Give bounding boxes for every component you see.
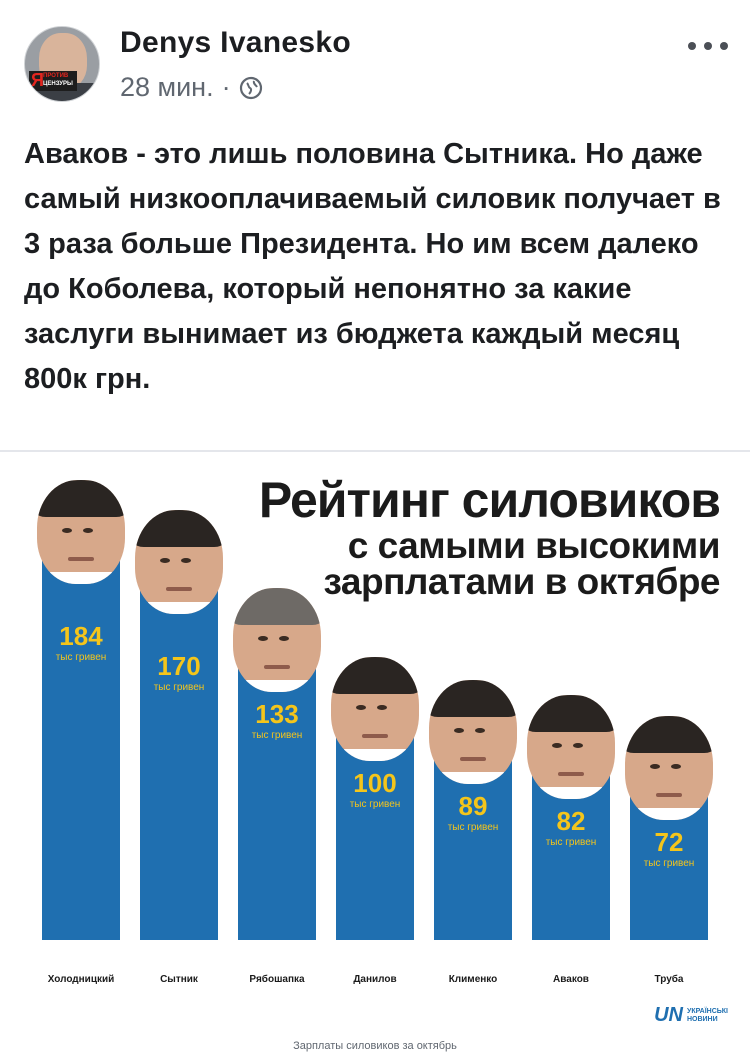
portrait-mouth bbox=[67, 556, 95, 561]
bar-unit-label: тыс гривен bbox=[643, 858, 695, 869]
post-time[interactable]: 28 мин. bbox=[120, 72, 214, 102]
logo-line2: НОВИНИ bbox=[686, 1015, 718, 1023]
portrait-mouth bbox=[557, 771, 585, 776]
portrait-collar bbox=[638, 807, 700, 820]
more-dot bbox=[704, 42, 712, 50]
logo-mark: UN bbox=[654, 1004, 683, 1026]
portrait-hair bbox=[429, 680, 517, 718]
chart-subtitle: с самыми высокими зарплатами в октябре bbox=[323, 525, 721, 602]
portrait-photo bbox=[135, 510, 223, 614]
bar: 170 тыс гривен bbox=[140, 582, 218, 940]
more-options-icon[interactable] bbox=[688, 36, 728, 56]
bar-unit-label: тыс гривен bbox=[153, 682, 205, 693]
portrait-collar bbox=[246, 679, 308, 692]
divider bbox=[0, 450, 750, 452]
meta-separator: · bbox=[221, 72, 231, 102]
bar-category-label: Аваков bbox=[553, 974, 589, 985]
portrait-mouth bbox=[263, 664, 291, 669]
portrait-hair bbox=[37, 480, 125, 518]
portrait-eye bbox=[649, 763, 660, 769]
portrait-eye bbox=[257, 635, 268, 641]
bar-unit-label: тыс гривен bbox=[251, 730, 303, 741]
image-caption: Зарплаты силовиков за октябрь bbox=[293, 1040, 457, 1052]
post-header: Я ПРОТИВ ЦЕНЗУРЫ Denys Ivanesko 28 мин. … bbox=[0, 0, 750, 120]
portrait-eye bbox=[474, 727, 485, 733]
bar-category-label: Рябошапка bbox=[249, 974, 305, 985]
portrait-collar bbox=[148, 601, 210, 614]
portrait-photo bbox=[37, 480, 125, 584]
more-dot bbox=[720, 42, 728, 50]
chart-title: Рейтинг силовиков bbox=[258, 472, 721, 528]
avatar-badge: Я ПРОТИВ ЦЕНЗУРЫ bbox=[29, 70, 77, 91]
portrait-collar bbox=[442, 771, 504, 784]
more-dot bbox=[688, 42, 696, 50]
portrait-photo bbox=[331, 657, 419, 761]
portrait-photo bbox=[625, 716, 713, 820]
avatar-badge-line1: ПРОТИВ bbox=[43, 73, 69, 79]
avatar-badge-line2: ЦЕНЗУРЫ bbox=[43, 81, 73, 87]
post-image[interactable]: 184 тыс гривен Холодницкий 170 тыс гривен Сыт… bbox=[22, 452, 750, 1032]
portrait-photo bbox=[527, 695, 615, 799]
bar: 100 тыс гривен bbox=[336, 729, 414, 940]
news-logo: UN УКРАЇНСЬКІ НОВИНИ bbox=[654, 1004, 728, 1027]
globe-icon[interactable] bbox=[239, 76, 263, 100]
portrait-photo bbox=[233, 588, 321, 692]
portrait-collar bbox=[50, 571, 112, 584]
bar-category-label: Данилов bbox=[353, 974, 397, 985]
portrait-eye bbox=[61, 527, 72, 533]
portrait-collar bbox=[540, 786, 602, 799]
portrait-hair bbox=[527, 695, 615, 733]
bar-value-label: 170 bbox=[157, 651, 201, 681]
bar-value-label: 100 bbox=[353, 768, 397, 798]
portrait-eye bbox=[355, 704, 366, 710]
bar-unit-label: тыс гривен bbox=[55, 652, 107, 663]
portrait-photo bbox=[429, 680, 517, 784]
post-text: Аваков - это лишь половина Сытника. Но д… bbox=[24, 138, 721, 395]
portrait-eye bbox=[572, 742, 583, 748]
portrait-eye bbox=[278, 635, 289, 641]
portrait-hair bbox=[625, 716, 713, 754]
bar: 184 тыс гривен bbox=[42, 552, 120, 940]
portrait-eye bbox=[180, 557, 191, 563]
post-meta: 28 мин. · bbox=[120, 72, 263, 103]
bar-chart: 184 тыс гривен Холодницкий 170 тыс гривен Сыт… bbox=[22, 452, 750, 1032]
portrait-eye bbox=[551, 742, 562, 748]
bar-unit-label: тыс гривен bbox=[545, 837, 597, 848]
bar-value-label: 184 bbox=[59, 621, 103, 651]
portrait-mouth bbox=[459, 756, 487, 761]
bar-unit-label: тыс гривен bbox=[447, 822, 499, 833]
portrait-eye bbox=[376, 704, 387, 710]
portrait-hair bbox=[135, 510, 223, 548]
logo-text: УКРАЇНСЬКІ НОВИНИ bbox=[687, 1008, 728, 1024]
portrait-eye bbox=[82, 527, 93, 533]
bar: 133 тыс гривен bbox=[238, 660, 316, 940]
portrait-hair bbox=[233, 588, 321, 626]
portrait-mouth bbox=[655, 792, 683, 797]
bar-value-label: 82 bbox=[556, 806, 586, 836]
bar-value-label: 133 bbox=[255, 699, 299, 729]
portrait-mouth bbox=[165, 586, 193, 591]
bar-category-label: Клименко bbox=[448, 974, 498, 985]
bar-category-label: Труба bbox=[654, 974, 684, 985]
logo-line1: УКРАЇНСЬКІ bbox=[686, 1007, 728, 1015]
bar-value-label: 72 bbox=[654, 827, 684, 857]
avatar[interactable]: Я ПРОТИВ ЦЕНЗУРЫ bbox=[24, 26, 100, 102]
author-name[interactable]: Denys Ivanesko bbox=[120, 26, 351, 59]
portrait-collar bbox=[344, 748, 406, 761]
bar-value-label: 89 bbox=[458, 791, 488, 821]
portrait-hair bbox=[331, 657, 419, 695]
bar-category-label: Холодницкий bbox=[47, 974, 115, 985]
portrait-eye bbox=[453, 727, 464, 733]
portrait-eye bbox=[670, 763, 681, 769]
avatar-badge-letter: Я bbox=[31, 70, 44, 90]
bar-category-label: Сытник bbox=[160, 974, 198, 985]
bar-unit-label: тыс гривен bbox=[349, 799, 401, 810]
portrait-eye bbox=[159, 557, 170, 563]
portrait-mouth bbox=[361, 733, 389, 738]
